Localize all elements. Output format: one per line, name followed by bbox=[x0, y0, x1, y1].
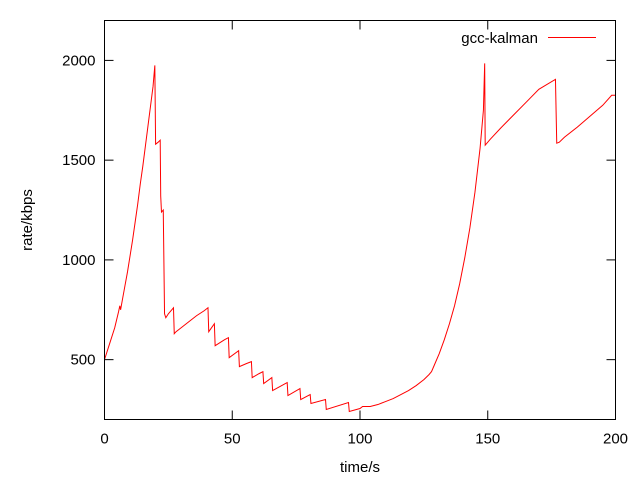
x-tick-label: 50 bbox=[224, 431, 241, 448]
y-tick-label: 1500 bbox=[62, 152, 95, 169]
x-tick-label: 200 bbox=[603, 431, 628, 448]
y-tick-label: 500 bbox=[70, 352, 95, 369]
x-tick-label: 100 bbox=[347, 431, 372, 448]
x-tick-label: 0 bbox=[100, 431, 108, 448]
y-tick-label: 1000 bbox=[62, 252, 95, 269]
y-tick-label: 2000 bbox=[62, 52, 95, 69]
plot-frame bbox=[104, 20, 616, 420]
series-layer bbox=[104, 63, 616, 413]
x-tick-label: 150 bbox=[475, 431, 500, 448]
legend: gcc-kalman bbox=[461, 30, 596, 47]
legend-label-gcc-kalman: gcc-kalman bbox=[461, 30, 538, 47]
ticks-layer: 0 50 100 150 200 500 1000 1500 2000 bbox=[62, 20, 628, 448]
x-axis-label: time/s bbox=[340, 459, 380, 476]
y-axis-label: rate/kbps bbox=[19, 189, 36, 251]
series-line-gcc-kalman bbox=[104, 63, 616, 413]
